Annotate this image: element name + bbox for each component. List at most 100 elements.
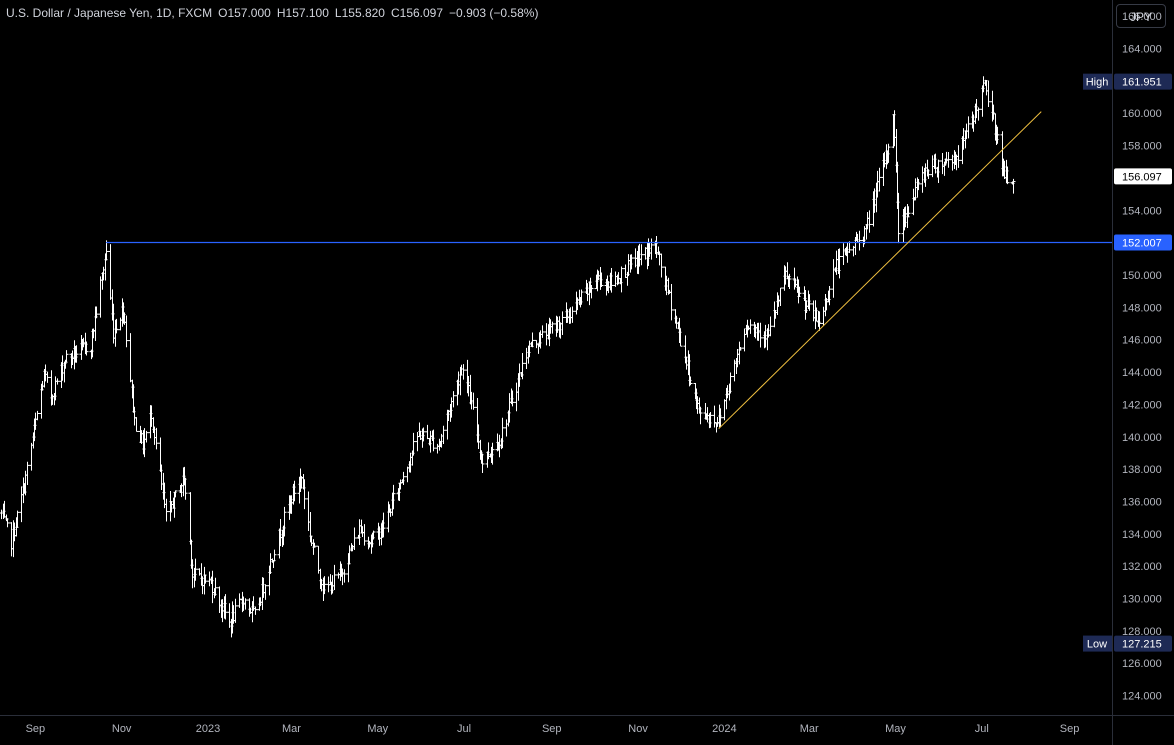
ohlc-bar: [342, 569, 347, 583]
high-tag-box: [1083, 73, 1112, 90]
ohlc-bar: [708, 412, 713, 428]
time-tick-label: Sep: [26, 723, 46, 735]
ohlc-bar: [841, 243, 846, 266]
ohlc-bar: [877, 167, 882, 192]
ohlc-bar: [913, 178, 918, 201]
ohlc-bar: [821, 306, 826, 326]
ohlc-bar: [152, 426, 157, 445]
low-tag-box: [1083, 635, 1112, 652]
close-value: 156.097: [399, 6, 444, 20]
ohlc-bar: [906, 206, 911, 218]
price-tick-label: 142.000: [1122, 399, 1162, 411]
time-tick-label: Mar: [282, 723, 301, 735]
ohlc-bar: [164, 498, 169, 522]
ohlc-bar: [669, 283, 674, 321]
ohlc-bar: [520, 352, 525, 380]
ohlc-bar: [758, 322, 763, 348]
ohlc-bar: [827, 286, 832, 306]
ohlc-bar: [797, 286, 802, 298]
ohlc-bar: [609, 267, 614, 293]
ohlc-bar: [451, 391, 456, 408]
ohlc-bar: [940, 153, 945, 175]
resistance-value-box: [1114, 234, 1172, 251]
close-label: C: [390, 6, 400, 20]
symbol-name: U.S. Dollar / Japanese Yen, 1D, FXCM: [6, 6, 213, 20]
low-value: 155.820: [341, 6, 385, 20]
ohlc-bar: [471, 392, 476, 410]
price-tick-label: 150.000: [1122, 270, 1162, 282]
price-tick-label: 148.000: [1122, 302, 1162, 314]
ohlc-bar: [336, 572, 341, 579]
ohlc-bar: [247, 598, 252, 617]
ohlc-bar: [25, 461, 30, 486]
ohlc-bar: [718, 408, 723, 427]
ohlc-bar: [886, 143, 891, 163]
ohlc-bar: [128, 333, 133, 383]
time-tick-label: Nov: [628, 723, 648, 735]
ohlc-bar: [173, 490, 178, 498]
price-tick-label: 144.000: [1122, 367, 1162, 379]
ohlc-bar: [524, 347, 529, 369]
ohlc-bar: [896, 192, 901, 244]
time-tick-label: Jul: [975, 723, 989, 735]
price-tick-label: 132.000: [1122, 561, 1162, 573]
high-label: H: [276, 6, 286, 20]
ohlc-bar: [688, 376, 693, 386]
ohlc-bar: [312, 542, 317, 548]
ohlc-bar: [322, 576, 327, 595]
ohlc-bar: [213, 577, 218, 596]
ohlc-bar: [19, 486, 24, 523]
ohlc-bar: [114, 318, 119, 334]
ohlc-bar: [371, 530, 376, 540]
ohlc-bar: [698, 406, 703, 425]
ohlc-bar: [282, 506, 287, 537]
ohlc-bar: [104, 240, 109, 261]
ohlc-bar: [1011, 178, 1016, 194]
ohlc-bar: [84, 341, 89, 356]
ohlc-bar: [237, 593, 242, 608]
ohlc-bar: [857, 230, 862, 251]
ohlc-bar: [560, 311, 565, 336]
ohlc-bar: [144, 430, 149, 443]
ohlc-bar: [500, 417, 505, 449]
time-tick-label: Mar: [800, 723, 819, 735]
ohlc-bar: [510, 390, 515, 407]
ohlc-bar: [613, 271, 618, 287]
resistance-value: 152.007: [1122, 238, 1162, 250]
ohlc-bar: [271, 560, 276, 569]
ohlc-bar: [381, 512, 386, 538]
ohlc-bar: [124, 315, 129, 348]
ohlc-bar: [45, 371, 50, 383]
ohlc-bar: [678, 328, 683, 347]
ohlc-bar: [23, 470, 28, 496]
ohlc-bar: [223, 594, 228, 620]
ohlc-bar: [306, 491, 311, 531]
ohlc-bar: [514, 382, 519, 412]
ohlc-bar: [253, 606, 258, 615]
price-bars: [0, 76, 1016, 638]
ohlc-bar: [847, 241, 852, 253]
ohlc-bar: [837, 248, 842, 279]
price-tick-label: 146.000: [1122, 335, 1162, 347]
last-price-value: 156.097: [1122, 171, 1162, 183]
price-tick-label: 140.000: [1122, 432, 1162, 444]
ohlc-bar: [35, 410, 40, 421]
ohlc-bar: [233, 598, 238, 623]
low-label: L: [334, 6, 342, 20]
time-tick-label: Sep: [1060, 723, 1080, 735]
support-trendline: [718, 111, 1042, 430]
ohlc-bar: [64, 350, 69, 363]
ohlc-bar: [712, 405, 717, 428]
ohlc-bar: [579, 289, 584, 305]
high-value: 157.100: [285, 6, 329, 20]
open-label: O: [218, 6, 228, 20]
ohlc-bar: [154, 427, 159, 450]
currency-button[interactable]: JPY: [1116, 4, 1166, 28]
symbol-header: U.S. Dollar / Japanese Yen, 1D, FXCM O 157…: [6, 6, 544, 20]
ohlc-bar: [421, 427, 426, 442]
ohlc-bar: [867, 210, 872, 233]
ohlc-bar: [619, 266, 624, 293]
ohlc-bar: [217, 586, 222, 613]
ohlc-bar: [9, 522, 14, 557]
